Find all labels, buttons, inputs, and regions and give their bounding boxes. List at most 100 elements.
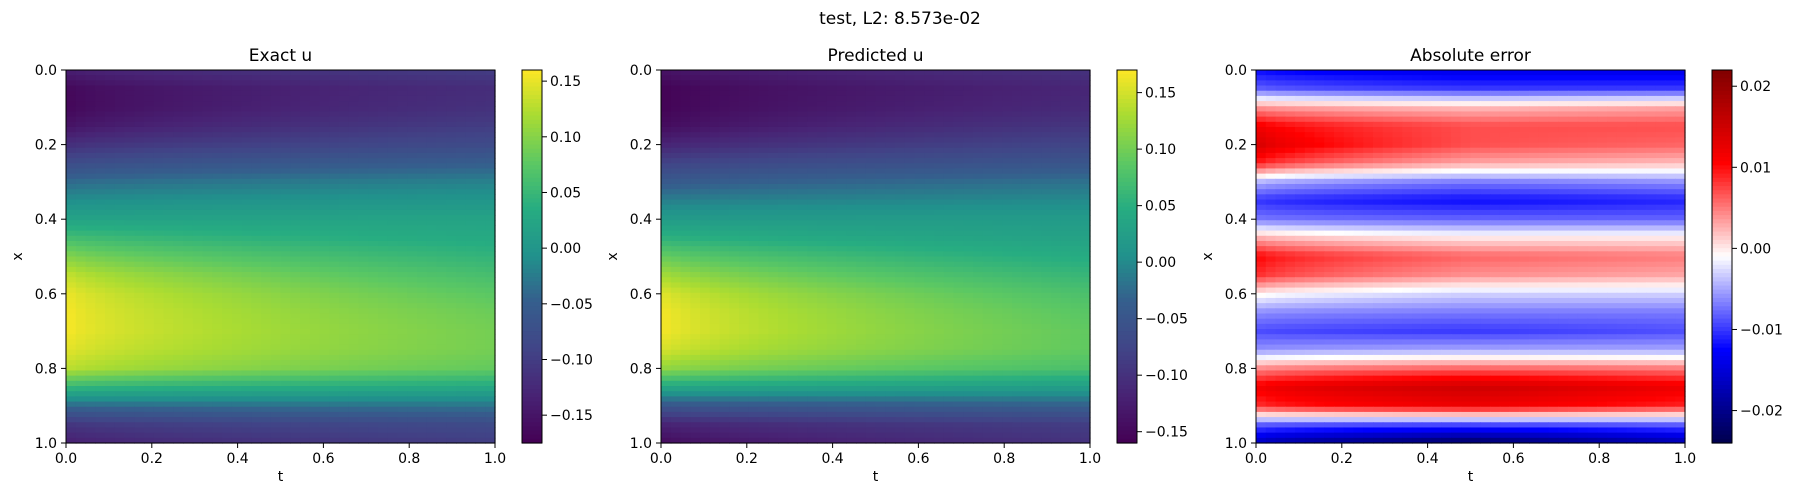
heatmap-cell bbox=[368, 411, 379, 418]
heatmap-cell bbox=[963, 189, 974, 195]
heatmap-cell bbox=[992, 225, 1003, 232]
heatmap-cell bbox=[953, 240, 964, 247]
colorbar-segment bbox=[522, 219, 542, 224]
heatmap-cell bbox=[446, 121, 457, 128]
heatmap-cell bbox=[153, 432, 165, 439]
heatmap-cell bbox=[446, 246, 457, 252]
heatmap-cell bbox=[212, 235, 223, 242]
heatmap-cell bbox=[173, 339, 184, 346]
heatmap-cell bbox=[75, 344, 87, 351]
heatmap-cell bbox=[768, 70, 779, 76]
heatmap-cell bbox=[943, 256, 955, 263]
heatmap-cell bbox=[729, 215, 740, 221]
heatmap-cell bbox=[387, 132, 399, 138]
heatmap-cell bbox=[846, 256, 857, 263]
heatmap-cell bbox=[680, 75, 691, 81]
heatmap-cell bbox=[300, 401, 311, 408]
heatmap-cell bbox=[134, 256, 145, 263]
heatmap-cell bbox=[953, 126, 964, 133]
heatmap-cell bbox=[124, 70, 135, 76]
heatmap-cell bbox=[85, 256, 96, 263]
heatmap bbox=[661, 70, 1091, 444]
heatmap-cell bbox=[202, 313, 213, 320]
heatmap-cell bbox=[231, 313, 243, 320]
heatmap-cell bbox=[436, 230, 447, 237]
heatmap-cell bbox=[436, 323, 447, 330]
heatmap-cell bbox=[1012, 163, 1023, 170]
heatmap-cell bbox=[290, 427, 301, 434]
heatmap-cell bbox=[85, 106, 96, 113]
heatmap-cell bbox=[1041, 116, 1052, 123]
heatmap-cell bbox=[134, 225, 145, 232]
heatmap-cell bbox=[758, 85, 769, 92]
heatmap-cell bbox=[943, 261, 955, 268]
heatmap-cell bbox=[163, 427, 174, 434]
heatmap-cell bbox=[231, 375, 243, 382]
heatmap-cell bbox=[992, 158, 1003, 164]
heatmap-cell bbox=[251, 380, 262, 387]
heatmap-cell bbox=[895, 173, 906, 180]
heatmap-cell bbox=[387, 422, 399, 429]
heatmap-cell bbox=[163, 406, 174, 413]
heatmap-cell bbox=[826, 246, 838, 252]
heatmap-cell bbox=[378, 235, 389, 242]
heatmap-cell bbox=[690, 256, 701, 263]
heatmap-cell bbox=[426, 292, 438, 299]
heatmap-cell bbox=[212, 272, 223, 278]
heatmap-cell bbox=[329, 178, 340, 185]
heatmap-cell bbox=[202, 251, 213, 258]
heatmap-cell bbox=[1021, 261, 1033, 268]
heatmap-cell bbox=[231, 225, 243, 232]
heatmap-cell bbox=[865, 251, 877, 258]
heatmap-cell bbox=[1051, 90, 1062, 97]
heatmap-cell bbox=[368, 194, 379, 201]
heatmap-cell bbox=[856, 116, 867, 123]
heatmap-cell bbox=[192, 225, 204, 232]
heatmap-cell bbox=[183, 132, 194, 138]
colorbar-segment bbox=[522, 409, 542, 415]
heatmap-cell bbox=[270, 168, 282, 175]
heatmap-cell bbox=[212, 251, 223, 258]
heatmap-cell bbox=[690, 183, 701, 190]
heatmap-cell bbox=[426, 386, 438, 392]
heatmap-cell bbox=[748, 266, 760, 273]
heatmap-cell bbox=[875, 240, 886, 247]
heatmap-cell bbox=[319, 246, 330, 252]
heatmap-cell bbox=[924, 183, 935, 190]
heatmap-cell bbox=[163, 360, 174, 366]
heatmap-cell bbox=[66, 282, 77, 289]
heatmap-cell bbox=[153, 349, 165, 356]
heatmap-cell bbox=[787, 152, 799, 159]
heatmap-cell bbox=[475, 354, 486, 361]
heatmap-cell bbox=[261, 354, 272, 361]
heatmap-cell bbox=[963, 85, 974, 92]
heatmap-cell bbox=[700, 204, 711, 211]
heatmap-cell bbox=[456, 370, 467, 377]
heatmap-cell bbox=[134, 261, 145, 268]
heatmap-cell bbox=[895, 204, 906, 211]
heatmap-cell bbox=[358, 142, 369, 149]
heatmap-cell bbox=[436, 158, 447, 164]
heatmap-cell bbox=[339, 329, 350, 335]
heatmap-cell bbox=[280, 287, 291, 294]
colorbar-segment bbox=[522, 90, 542, 96]
heatmap-cell bbox=[358, 147, 369, 154]
heatmap-cell bbox=[885, 204, 896, 211]
heatmap-cell bbox=[690, 101, 701, 107]
heatmap-cell bbox=[378, 401, 389, 408]
heatmap-cell bbox=[885, 215, 896, 221]
heatmap-cell bbox=[475, 173, 486, 180]
heatmap-cell bbox=[407, 246, 418, 252]
heatmap-cell bbox=[163, 417, 174, 423]
heatmap-cell bbox=[690, 111, 701, 118]
heatmap-cell bbox=[934, 194, 945, 201]
heatmap-cell bbox=[1021, 246, 1033, 252]
heatmap-cell bbox=[173, 401, 184, 408]
heatmap-cell bbox=[485, 386, 496, 392]
heatmap-cell bbox=[231, 277, 243, 283]
heatmap-cell bbox=[797, 101, 808, 107]
heatmap-cell bbox=[719, 246, 730, 252]
heatmap-cell bbox=[748, 209, 760, 216]
heatmap-cell bbox=[475, 215, 486, 221]
heatmap-cell bbox=[85, 329, 96, 335]
